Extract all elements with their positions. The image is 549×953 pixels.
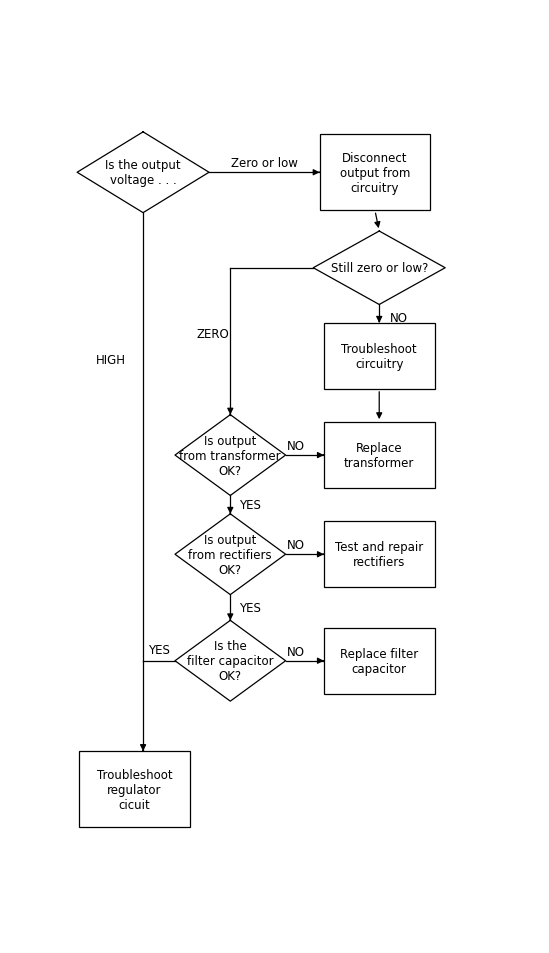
Text: Is output
from transformer
OK?: Is output from transformer OK? bbox=[180, 435, 281, 477]
Text: Is output
from rectifiers
OK?: Is output from rectifiers OK? bbox=[188, 533, 272, 577]
Text: NO: NO bbox=[287, 645, 305, 658]
Bar bbox=[324, 422, 435, 489]
Text: Is the output
voltage . . .: Is the output voltage . . . bbox=[105, 159, 181, 187]
Text: Zero or low: Zero or low bbox=[231, 157, 298, 170]
Text: YES: YES bbox=[148, 643, 170, 657]
Bar bbox=[320, 135, 430, 212]
Text: Troubleshoot
regulator
cicuit: Troubleshoot regulator cicuit bbox=[97, 768, 172, 811]
Text: Still zero or low?: Still zero or low? bbox=[330, 262, 428, 275]
Text: YES: YES bbox=[239, 601, 261, 615]
Text: NO: NO bbox=[390, 312, 408, 325]
Bar bbox=[324, 628, 435, 694]
Text: NO: NO bbox=[287, 439, 305, 453]
Text: Troubleshoot
circuitry: Troubleshoot circuitry bbox=[341, 342, 417, 371]
Text: HIGH: HIGH bbox=[96, 354, 126, 367]
Bar bbox=[324, 521, 435, 588]
Text: Disconnect
output from
circuitry: Disconnect output from circuitry bbox=[340, 152, 410, 194]
Text: ZERO: ZERO bbox=[197, 328, 229, 341]
Text: NO: NO bbox=[287, 538, 305, 552]
Text: Replace
transformer: Replace transformer bbox=[344, 441, 414, 470]
Text: Is the
filter capacitor
OK?: Is the filter capacitor OK? bbox=[187, 639, 273, 682]
Text: Test and repair
rectifiers: Test and repair rectifiers bbox=[335, 540, 423, 569]
Text: YES: YES bbox=[239, 498, 261, 512]
Text: Replace filter
capacitor: Replace filter capacitor bbox=[340, 647, 418, 675]
Bar bbox=[324, 323, 435, 390]
Bar bbox=[79, 751, 190, 827]
